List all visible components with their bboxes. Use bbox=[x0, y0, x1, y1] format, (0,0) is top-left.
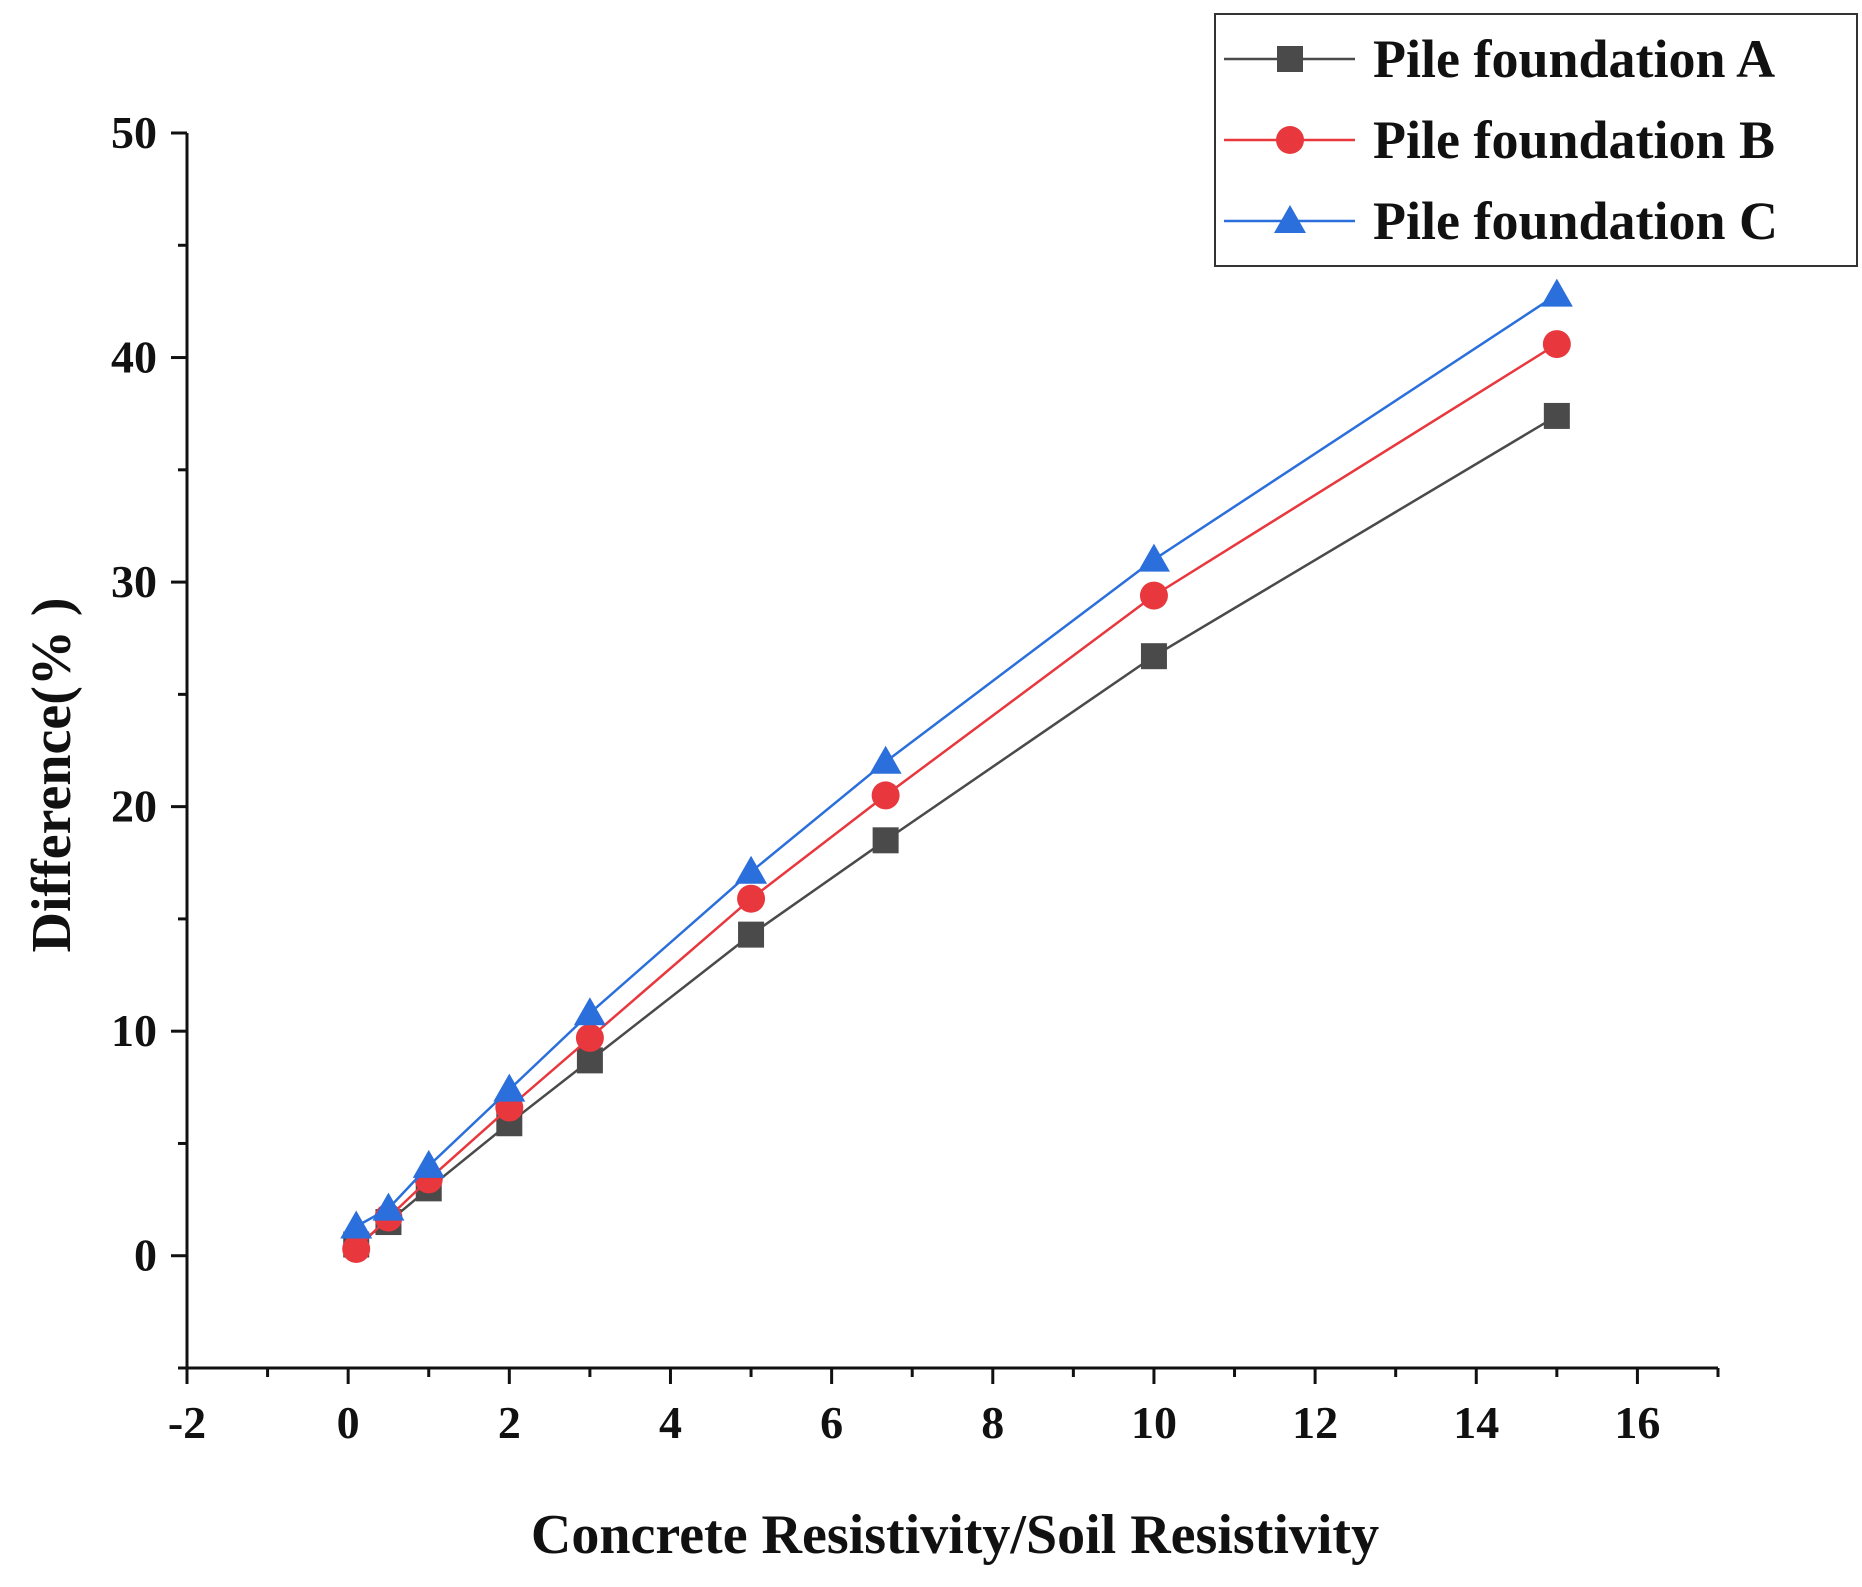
y-tick-label: 40 bbox=[111, 332, 157, 383]
y-tick-label: 0 bbox=[134, 1230, 157, 1281]
y-tick-label: 30 bbox=[111, 556, 157, 607]
series-line bbox=[355, 293, 1558, 1228]
data-point bbox=[372, 1192, 405, 1221]
y-tick-label: 50 bbox=[111, 107, 157, 158]
data-point bbox=[573, 997, 606, 1026]
series-1 bbox=[342, 330, 1571, 1263]
y-tick-label: 20 bbox=[111, 781, 157, 832]
x-tick-label: 0 bbox=[337, 1397, 360, 1448]
data-point bbox=[735, 855, 768, 884]
legend-item: Pile foundation B bbox=[1224, 110, 1775, 170]
x-tick-label: 2 bbox=[498, 1397, 521, 1448]
legend: Pile foundation A Pile foundation B Pile f… bbox=[1214, 13, 1858, 267]
legend-label: Pile foundation B bbox=[1373, 110, 1775, 170]
x-tick-label: 4 bbox=[659, 1397, 682, 1448]
x-tick-label: -2 bbox=[168, 1397, 206, 1448]
legend-item: Pile foundation C bbox=[1224, 191, 1778, 251]
data-point bbox=[575, 1023, 604, 1052]
y-tick-label: 10 bbox=[111, 1005, 157, 1056]
data-point bbox=[1139, 581, 1168, 610]
data-point bbox=[871, 781, 900, 810]
data-point bbox=[1542, 330, 1571, 359]
legend-label: Pile foundation A bbox=[1373, 29, 1775, 89]
data-point bbox=[493, 1073, 526, 1102]
series-0 bbox=[343, 402, 1570, 1258]
data-point bbox=[340, 1210, 373, 1239]
legend-item: Pile foundation A bbox=[1224, 29, 1775, 89]
legend-swatch-marker bbox=[1276, 126, 1304, 154]
data-point bbox=[872, 827, 899, 854]
legend-swatch-marker bbox=[1274, 205, 1306, 233]
x-tick-label: 6 bbox=[820, 1397, 843, 1448]
legend-label: Pile foundation C bbox=[1373, 191, 1778, 251]
series-line bbox=[355, 343, 1558, 1250]
x-tick-label: 14 bbox=[1453, 1397, 1499, 1448]
x-tick-label: 12 bbox=[1292, 1397, 1338, 1448]
series-layer bbox=[340, 278, 1573, 1263]
data-point bbox=[869, 745, 902, 774]
x-tick-label: 10 bbox=[1131, 1397, 1177, 1448]
data-point bbox=[1543, 402, 1570, 429]
data-point bbox=[342, 1234, 371, 1263]
x-axis-title: Concrete Resistivity/Soil Resistivity bbox=[531, 1504, 1379, 1566]
series-2 bbox=[340, 278, 1573, 1239]
x-tick-label: 8 bbox=[981, 1397, 1004, 1448]
series-line bbox=[355, 414, 1558, 1246]
x-tick-label: 16 bbox=[1614, 1397, 1660, 1448]
axes: -2 0 2 4 6 8 10 12 14 16 0 10 20 30 40 50 bbox=[111, 107, 1720, 1448]
data-point bbox=[738, 921, 765, 948]
y-axis-title: Difference(% ) bbox=[21, 597, 83, 952]
data-point bbox=[1137, 543, 1170, 572]
data-point bbox=[1540, 278, 1573, 307]
data-point bbox=[412, 1149, 445, 1178]
data-point bbox=[1140, 643, 1167, 670]
data-point bbox=[737, 884, 766, 913]
legend-swatch-marker bbox=[1277, 46, 1303, 72]
